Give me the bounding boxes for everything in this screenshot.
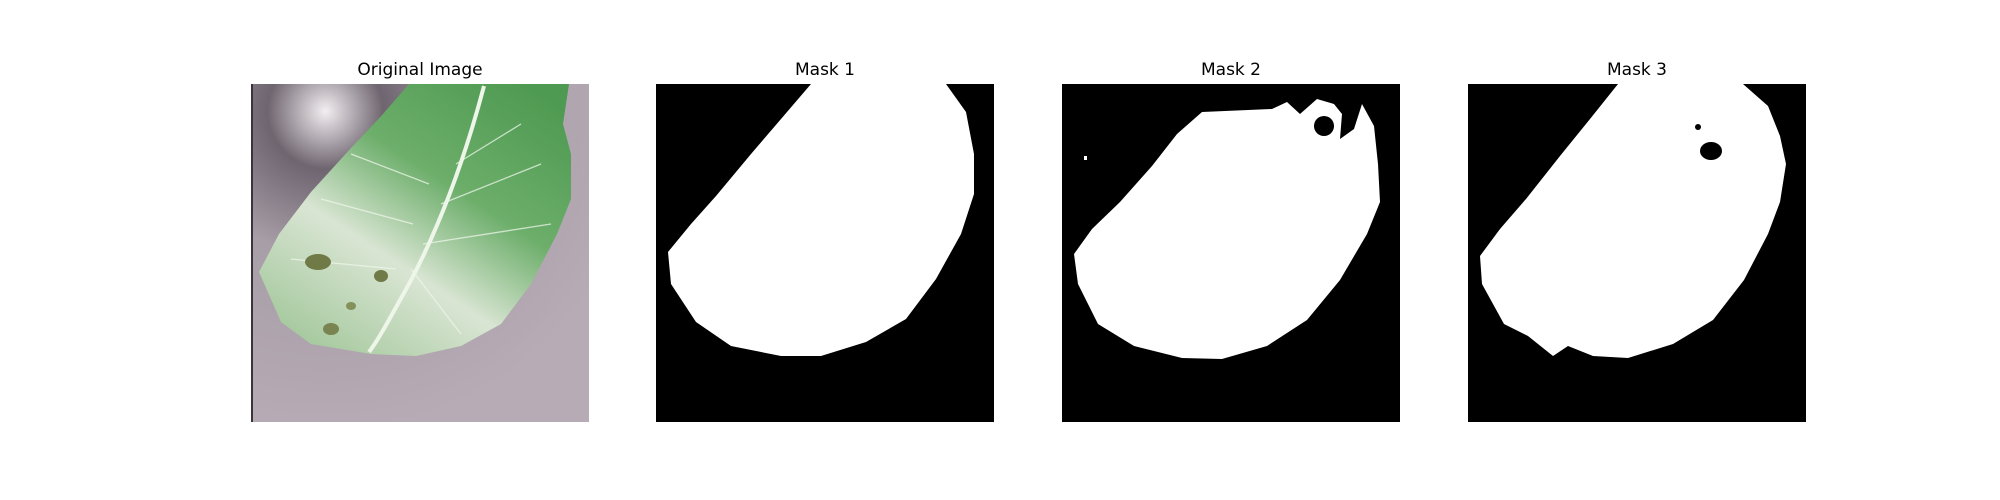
mask-3-image <box>1468 84 1806 422</box>
mask-1-image <box>656 84 994 422</box>
mask-hole <box>1314 116 1334 136</box>
leaf-blade <box>259 84 571 356</box>
panel-title: Original Image <box>357 60 483 80</box>
panel-mask-3: Mask 3 <box>1468 58 1806 422</box>
panel-title: Mask 2 <box>1200 60 1261 80</box>
lesion <box>305 254 331 270</box>
mask-hole <box>1700 142 1722 160</box>
mask-hole <box>1695 124 1701 130</box>
lesion <box>323 323 339 335</box>
panel-mask-2: Mask 2 <box>1062 58 1400 422</box>
mask-region <box>1074 99 1380 359</box>
mask-region <box>668 84 974 356</box>
leaf-midrib <box>367 85 486 354</box>
panel-original-image: Original Image <box>251 58 589 422</box>
lesion <box>374 270 388 282</box>
panel-title: Mask 3 <box>1606 60 1667 80</box>
lesion <box>346 302 356 310</box>
panel-mask-1: Mask 1 <box>656 58 994 422</box>
mask-2-image <box>1062 84 1400 422</box>
panel-title: Mask 1 <box>794 60 855 80</box>
original-leaf-photo <box>251 84 589 422</box>
